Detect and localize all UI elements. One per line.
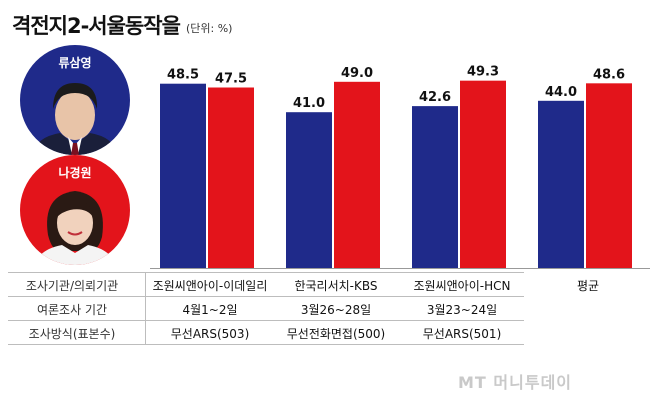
- table-cell-method-3: 무선ARS(501): [422, 327, 502, 341]
- chart-title: 격전지2-서울동작을: [12, 14, 181, 38]
- table-cell-period-1: 4월1~2일: [182, 303, 238, 317]
- row-label-period: 여론조사 기간: [36, 303, 108, 317]
- table-divider: [145, 272, 146, 344]
- bar-candidate-2-1: [208, 87, 254, 268]
- value-label-candidate-1-2: 41.0: [293, 96, 325, 111]
- table-cell-method-1: 무선ARS(503): [170, 327, 250, 341]
- bar-candidate-1-1: [160, 83, 206, 268]
- table-cell-org-3: 조원씨앤아이-HCN: [413, 279, 511, 293]
- table-cell-period-3: 3월23~24일: [426, 303, 498, 317]
- value-label-candidate-2-3: 49.3: [467, 65, 499, 80]
- table-cell-org-4: 평균: [576, 279, 600, 293]
- table-cell-method-2: 무선전화면접(500): [286, 327, 386, 341]
- candidate-1-portrait: [32, 83, 118, 155]
- bar-candidate-2-3: [460, 80, 506, 268]
- value-label-candidate-1-3: 42.6: [419, 90, 451, 105]
- value-label-candidate-1-4: 44.0: [545, 85, 577, 100]
- bar-candidate-2-2: [334, 81, 380, 268]
- watermark-logo: MT 머니투데이: [458, 373, 573, 392]
- table-line-bottom: [8, 344, 524, 345]
- value-label-candidate-2-4: 48.6: [593, 67, 625, 82]
- table-line-top: [8, 272, 524, 273]
- table-line-1: [8, 296, 524, 297]
- bar-candidate-2-4: [586, 83, 632, 268]
- row-label-method: 조사방식(표본수): [28, 327, 116, 341]
- table-cell-org-1: 조원씨앤아이-이데일리: [152, 279, 268, 293]
- candidate-2-portrait: [34, 191, 116, 265]
- candidate-1-badge: 류삼영: [20, 45, 130, 155]
- unit-label: (단위: %): [186, 22, 233, 35]
- bar-candidate-1-4: [538, 100, 584, 268]
- value-label-candidate-2-2: 49.0: [341, 66, 373, 81]
- table-cell-period-2: 3월26~28일: [300, 303, 372, 317]
- value-label-candidate-2-1: 47.5: [215, 72, 247, 87]
- candidate-2-name: 나경원: [58, 166, 92, 180]
- candidate-2-badge: 나경원: [20, 155, 130, 265]
- candidate-1-name: 류삼영: [58, 56, 92, 70]
- value-label-candidate-1-1: 48.5: [167, 68, 199, 83]
- bar-candidate-1-3: [412, 106, 458, 269]
- bar-candidate-1-2: [286, 112, 332, 268]
- table-cell-org-2: 한국리서치-KBS: [294, 279, 378, 293]
- table-line-2: [8, 320, 524, 321]
- row-label-org: 조사기관/의뢰기관: [25, 279, 119, 293]
